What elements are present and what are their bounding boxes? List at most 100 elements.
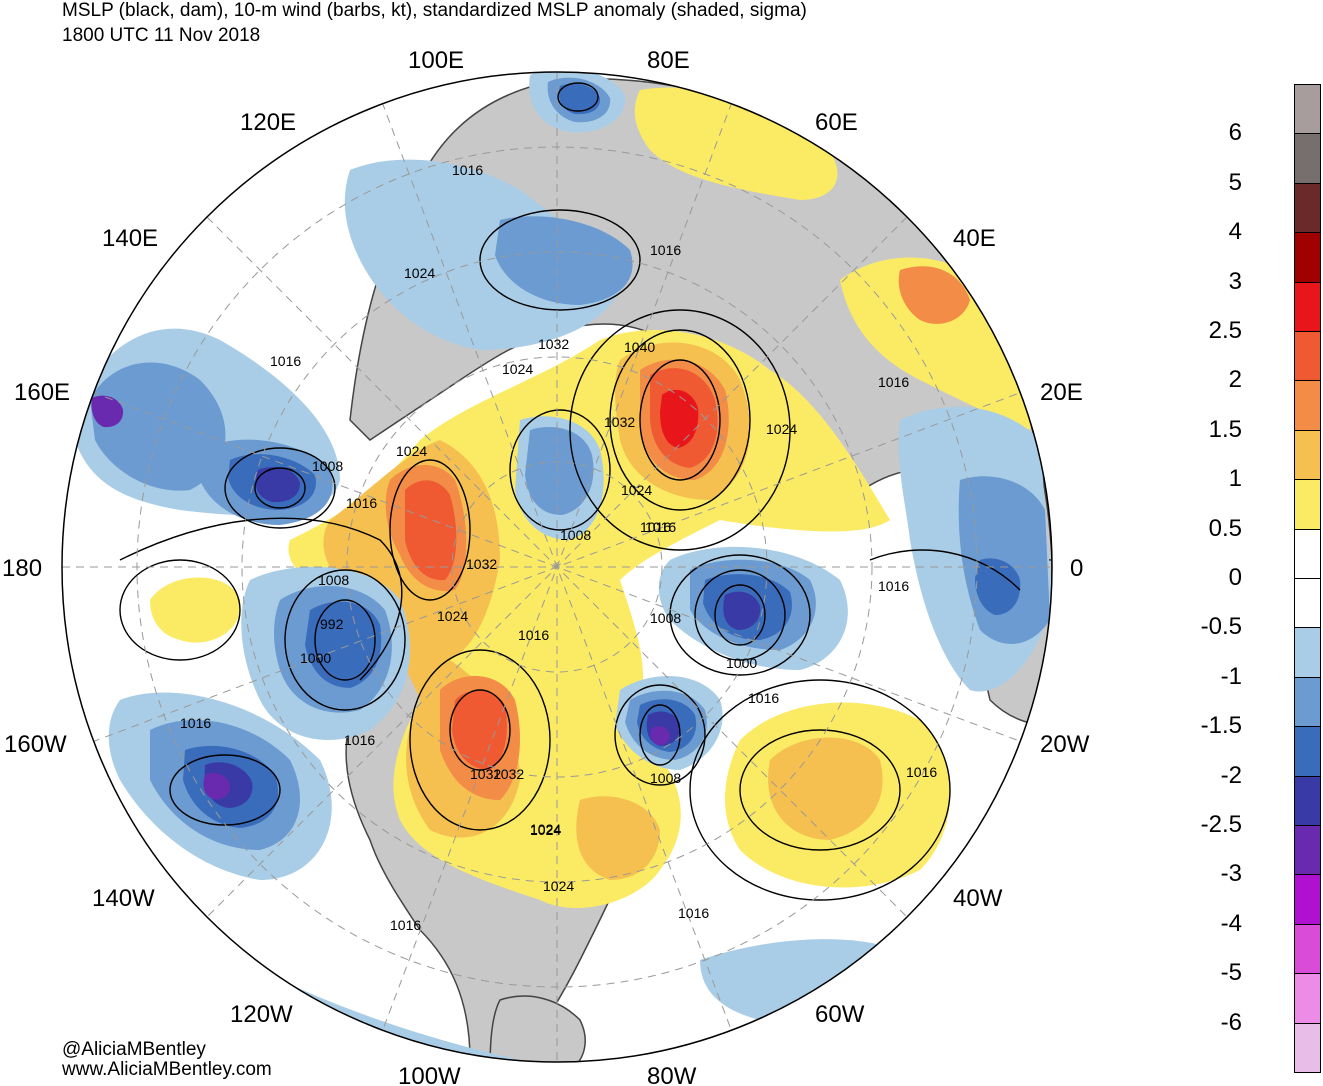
colorbar-swatch <box>1294 479 1321 530</box>
negative-anomalies <box>62 72 1052 1062</box>
contour-label: 1024 <box>404 265 435 281</box>
contour-arctic-1 <box>509 409 611 531</box>
contour-baffin-low-1 <box>639 704 681 766</box>
anom-neg-2-5-baffin <box>650 726 670 746</box>
lon-label-180: 180 <box>2 555 42 582</box>
land-south-america <box>489 995 586 1062</box>
contour-label: 1024 <box>621 482 652 498</box>
contour-label: 1016 <box>878 578 909 594</box>
contour-kamchatka-low-2 <box>224 447 336 529</box>
contour-label: 1016 <box>678 905 709 921</box>
contour-label: 1032 <box>493 766 524 782</box>
anom-neg-1-5-pole <box>558 83 601 115</box>
colorbar-tick-label: -2.5 <box>1200 811 1242 838</box>
colorbar-tick-labels: 6 5 4 3 2.5 2 1.5 1 0.5 0 -0.5 -1 -1.5 -2 -2.5 -3 -4 -5 -6 <box>1190 0 1290 1086</box>
graticule <box>62 72 1052 1062</box>
lon-label-20w: 20W <box>1040 731 1090 758</box>
colorbar-tick-label: -3 <box>1220 860 1242 888</box>
contour-label: 1016 <box>906 764 937 780</box>
contour-label: 1024 <box>543 878 574 894</box>
anom-neg-2-kamchatka <box>255 466 300 503</box>
colorbar-swatch <box>1294 578 1321 629</box>
map-valid-time: 1800 UTC 11 Nov 2018 <box>62 25 261 46</box>
colorbar-tick-label: 0.5 <box>1208 514 1242 542</box>
anom-pos-0-5-north-pacific <box>150 577 241 643</box>
contour-siberian-high-1024 <box>569 309 791 551</box>
contour-atlantic-high-2 <box>689 679 951 901</box>
lon-label-40w: 40W <box>953 885 1003 912</box>
lon-label-0: 0 <box>1070 555 1083 582</box>
contour-label: 1016 <box>748 690 779 706</box>
positive-anomalies <box>150 87 1032 909</box>
contour-label: 1040 <box>624 339 655 355</box>
author-website: www.AliciaMBentley.com <box>62 1059 272 1080</box>
colorbar-swatch <box>1294 726 1321 777</box>
lon-label-100w: 100W <box>398 1063 461 1086</box>
contour-atlantic-high <box>739 729 901 851</box>
contour-label: 1008 <box>650 770 681 786</box>
lon-label-120e: 120E <box>240 109 296 136</box>
contour-siberian-high-1032 <box>609 329 751 511</box>
colorbar-swatch <box>1294 923 1321 975</box>
contour-label: 1000 <box>726 655 757 671</box>
colorbar-swatch <box>1294 133 1321 184</box>
colorbar-swatch <box>1294 84 1321 135</box>
colorbar-swatch <box>1294 429 1321 481</box>
map-border <box>61 71 1053 1063</box>
colorbar-swatch <box>1294 331 1321 382</box>
contour-label: 1016 <box>180 715 211 731</box>
lon-label-20e: 20E <box>1040 379 1083 406</box>
colorbar-swatch <box>1294 281 1321 332</box>
contour-label: 1016 <box>518 627 549 643</box>
map-title: MSLP (black, dam), 10-m wind (barbs, kt)… <box>62 0 807 21</box>
contour-label: 1016 <box>452 162 483 178</box>
contour-label: 1008 <box>650 610 681 626</box>
colorbar-swatch <box>1294 627 1321 678</box>
anomaly-colorbar <box>1294 84 1323 1074</box>
contour-label: 992 <box>320 616 344 632</box>
anom-neg-2-iceland <box>723 591 761 630</box>
colorbar-tick-label: -6 <box>1220 1008 1242 1036</box>
colorbar-tick-label: 6 <box>1228 119 1242 147</box>
contour-label: 1016 <box>640 519 671 535</box>
lon-label-140w: 140W <box>92 885 155 912</box>
colorbar-tick-label: -5 <box>1220 959 1242 987</box>
contour-label: 1032 <box>604 414 635 430</box>
map-disc <box>62 72 1052 1062</box>
contour-global-1016-b <box>869 549 1021 591</box>
contour-bering-high <box>389 459 471 601</box>
contour-label: 1016 <box>650 242 681 258</box>
contour-global-1016-a <box>119 517 403 681</box>
lon-label-120w: 120W <box>230 1001 293 1028</box>
contour-label: 1016 <box>346 495 377 511</box>
contour-kamchatka-low-1 <box>254 467 306 509</box>
contour-pole-low <box>557 82 599 112</box>
anom-neg-2-5-aleutian <box>203 773 230 800</box>
colorbar-tick-label: 5 <box>1228 168 1242 196</box>
lon-label-160e: 160E <box>14 379 70 406</box>
contour-siberia-low <box>479 209 641 311</box>
anom-pos-1-north-atlantic <box>768 737 883 840</box>
contour-label: 1008 <box>560 527 591 543</box>
colorbar-tick-label: -1 <box>1220 662 1242 690</box>
contour-iceland-low-1 <box>714 584 766 646</box>
colorbar-swatch <box>1294 874 1321 925</box>
contour-canada-high-2 <box>409 649 551 831</box>
colorbar-tick-label: -4 <box>1220 909 1242 937</box>
colorbar-swatch <box>1294 825 1321 876</box>
contour-label: 1024 <box>530 821 561 837</box>
anom-neg-1-arctic <box>525 427 594 515</box>
anom-neg-1-west-pacific <box>90 362 226 491</box>
anom-neg-0-5-siberia <box>344 159 620 350</box>
contour-iceland-low-3 <box>669 554 811 676</box>
contour-label: 1016 <box>344 732 375 748</box>
lon-label-80w: 80W <box>647 1063 697 1086</box>
anom-neg-1-5-w-europe <box>975 558 1021 615</box>
contour-label: 1008 <box>312 458 343 474</box>
longitude-labels: 100E 80E 120E 60E 140E 40E 160E 20E 180 … <box>2 47 1090 1086</box>
contour-gulf-low-2 <box>284 569 406 711</box>
colorbar-tick-label: -2 <box>1220 761 1242 789</box>
author-handle: @AliciaMBentley <box>62 1039 206 1060</box>
contour-label: 1024 <box>502 361 533 377</box>
